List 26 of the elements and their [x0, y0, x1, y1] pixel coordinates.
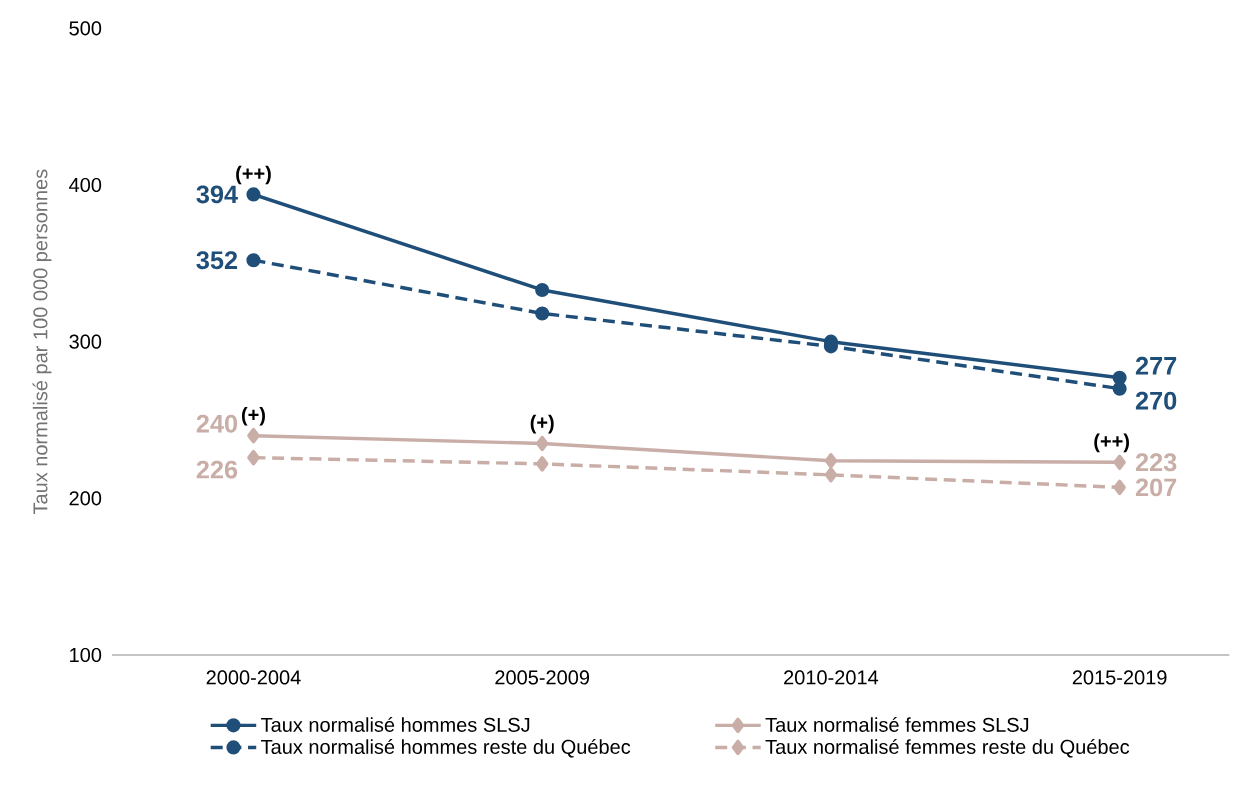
data-label: 394: [196, 185, 238, 204]
y-tick-label: 100: [70, 647, 102, 663]
data-label: 226: [196, 460, 238, 479]
x-tick-label: 2010-2014: [784, 670, 879, 685]
y-tick-label: 500: [69, 21, 102, 36]
data-label: 207: [1135, 478, 1177, 497]
data-label: 223: [1135, 453, 1177, 472]
x-tick-label: 2005-2009: [495, 670, 590, 685]
legend-label: Taux normalisé hommes reste du Québec: [261, 739, 631, 758]
legend-label: Taux normalisé femmes SLSJ: [765, 717, 1029, 732]
legend-label: Taux normalisé hommes SLSJ: [261, 717, 530, 732]
data-label: 240: [196, 414, 238, 433]
y-tick-label: 400: [69, 177, 102, 193]
annotation: (++): [1094, 433, 1129, 453]
data-label: 277: [1135, 356, 1177, 375]
legend-label: Taux normalisé femmes reste du Québec: [765, 739, 1130, 758]
annotation: (+): [241, 406, 265, 426]
data-label: 352: [196, 251, 238, 270]
x-tick-label: 2000-2004: [206, 670, 301, 685]
annotation: (+): [530, 414, 554, 434]
y-tick-label: 300: [69, 334, 102, 349]
y-axis-title: Taux normalisé par 100 000 personnes: [32, 169, 52, 515]
annotation: (++): [236, 165, 271, 185]
data-label: 270: [1135, 391, 1177, 410]
y-tick-label: 200: [69, 491, 102, 506]
x-tick-label: 2015-2019: [1072, 670, 1167, 685]
